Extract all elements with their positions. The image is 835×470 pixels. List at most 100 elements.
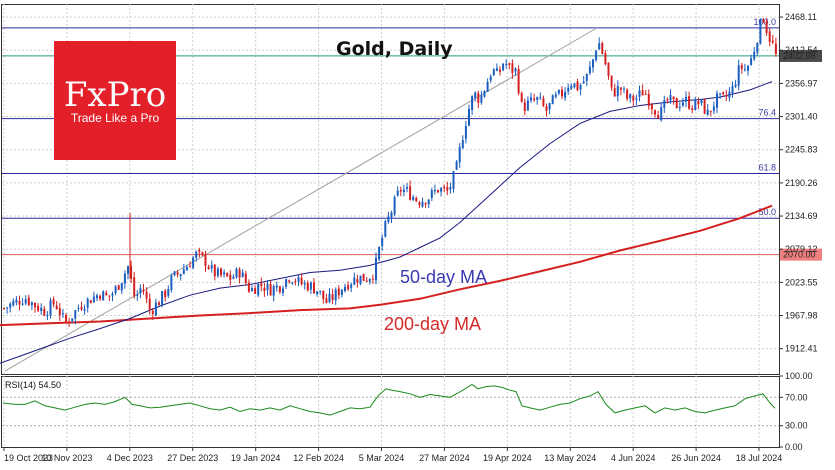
candle-body [344, 286, 346, 292]
candle-body [564, 91, 567, 98]
candle-body [678, 106, 681, 108]
rsi-series [2, 383, 779, 427]
candle-body [641, 90, 644, 96]
candle-body [740, 65, 743, 69]
candle-body [598, 43, 601, 50]
candle-body [505, 63, 508, 65]
candle-body [154, 302, 157, 316]
candle-body [440, 188, 443, 192]
candle-body [446, 187, 449, 191]
candle-body [201, 252, 204, 255]
candle-body [49, 300, 52, 316]
candle-body [251, 288, 253, 292]
candle-body [86, 298, 89, 308]
candle-body [474, 92, 477, 98]
y-tick-label: 2245.83 [785, 145, 818, 155]
candle-body [148, 298, 151, 311]
candle-body [644, 93, 647, 95]
candle-body [365, 280, 368, 282]
candle-body [579, 85, 582, 90]
candle-body [747, 65, 749, 71]
candle-body [588, 66, 591, 73]
candle-body [303, 282, 306, 285]
candle-body [461, 140, 464, 149]
candle-body [232, 276, 235, 279]
candle-body [300, 277, 303, 285]
price-axis: 2468.11 2412.54 2356.97 2301.40 2245.83 2190.… [779, 12, 818, 354]
candle-body [58, 308, 61, 316]
x-tick-label: 27 Dec 2023 [167, 453, 218, 463]
candle-body [9, 303, 12, 308]
candle-body [458, 147, 461, 163]
logo-background [54, 41, 176, 160]
candle-body [660, 107, 663, 121]
candle-body [471, 96, 474, 110]
candle-body [489, 76, 492, 81]
candle-body [604, 53, 607, 65]
candle-body [396, 190, 399, 196]
fxpro-logo: FxPro Trade Like a Pro [54, 41, 176, 160]
candle-body [452, 171, 455, 189]
candle-body [629, 94, 632, 99]
candle-body [675, 98, 678, 109]
candle-body [123, 273, 126, 284]
candle-body [15, 299, 18, 303]
candle-body [523, 102, 526, 111]
candle-body [74, 310, 77, 319]
rsi-tick-label: 30.00 [785, 421, 808, 431]
candle-body [297, 277, 300, 282]
candle-body [672, 96, 675, 100]
candle-body [387, 216, 390, 222]
x-tick-label: 18 Jul 2024 [736, 453, 783, 463]
x-tick-label: 19 Oct 2023 [4, 453, 53, 463]
candle-body [244, 273, 247, 283]
y-tick-label: 2412.54 [785, 45, 818, 55]
fib-level-label: 76.4 [758, 108, 776, 118]
logo-tagline: Trade Like a Pro [71, 111, 160, 125]
candle-body [573, 83, 576, 88]
candle-body [703, 99, 706, 114]
candle-body [486, 81, 489, 92]
candle-body [570, 86, 573, 89]
candle-body [750, 58, 753, 66]
candle-body [650, 104, 653, 110]
candle-body [142, 289, 145, 292]
candle-body [576, 81, 579, 91]
candle-body [353, 277, 356, 285]
candle-body [390, 212, 393, 218]
candle-body [77, 308, 80, 309]
candle-body [40, 307, 43, 311]
candle-body [176, 272, 179, 275]
candle-body [697, 100, 700, 105]
candle-body [210, 265, 213, 269]
candle-body [626, 89, 629, 99]
candle-body [424, 202, 427, 205]
candle-body [551, 95, 554, 105]
candle-body [657, 115, 660, 119]
candle-body [731, 86, 734, 94]
candle-body [669, 94, 672, 101]
candle-body [728, 91, 731, 98]
candle-body [111, 293, 114, 296]
candle-body [430, 190, 433, 198]
candle-body [322, 290, 325, 300]
candle-body [223, 272, 226, 275]
candle-body [663, 100, 666, 108]
candle-body [542, 98, 545, 106]
candle-body [340, 289, 343, 295]
candle-body [554, 94, 557, 97]
candle-body [666, 98, 669, 101]
x-tick-label: 27 Mar 2024 [419, 453, 470, 463]
candle-body [756, 42, 759, 53]
candle-body [216, 268, 219, 276]
candle-body [294, 281, 297, 283]
chart-title: Gold, Daily [336, 38, 453, 60]
candle-body [347, 285, 350, 290]
candle-body [483, 91, 486, 97]
candle-body [204, 254, 207, 267]
candle-body [21, 303, 24, 305]
candle-body [120, 283, 123, 291]
candle-body [170, 275, 173, 291]
